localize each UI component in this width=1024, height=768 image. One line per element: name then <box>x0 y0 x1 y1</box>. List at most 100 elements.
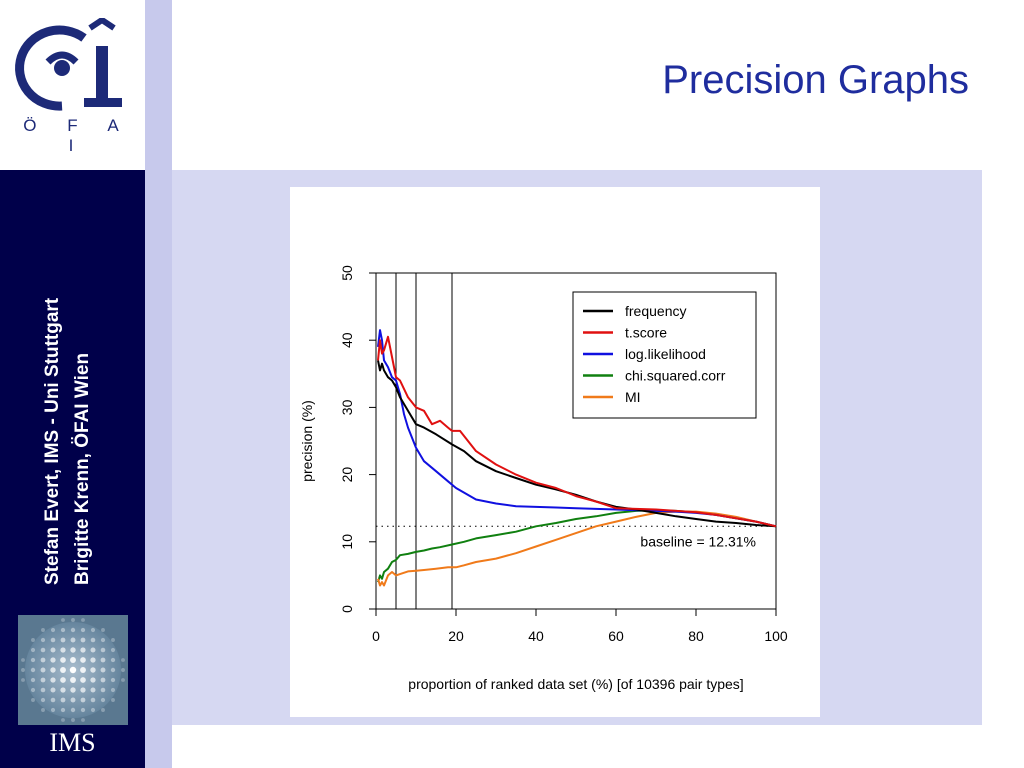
ims-photo-dot <box>40 687 46 693</box>
ims-photo-dot <box>70 687 76 693</box>
y-tick-label: 20 <box>339 467 355 483</box>
ims-photo-dot <box>21 668 25 672</box>
ims-photo-dot <box>90 707 96 713</box>
ims-photo-dot <box>50 697 56 703</box>
ims-photo-dot <box>70 647 76 653</box>
author-line-1: Stefan Evert, IMS - Uni Stuttgart <box>42 297 63 585</box>
ims-photo-dot <box>100 637 106 643</box>
x-tick-label: 60 <box>608 628 624 644</box>
ims-photo-dot <box>80 627 86 633</box>
ims-photo-dot <box>30 647 36 653</box>
ims-photo-dot <box>40 667 46 673</box>
legend-label: MI <box>625 389 641 405</box>
ims-photo-dot <box>70 657 76 663</box>
ims-photo-dot <box>70 627 76 633</box>
baseline-label: baseline = 12.31% <box>640 533 756 549</box>
ims-photo-dot <box>40 657 46 663</box>
series-line-t-score <box>377 335 777 528</box>
y-tick-label: 0 <box>339 605 355 613</box>
ims-photo-dot <box>60 687 66 693</box>
ims-photo-dot <box>80 637 86 643</box>
ims-photo-dot <box>40 647 46 653</box>
ims-photo-dot <box>30 667 36 673</box>
ims-photo-dot <box>80 677 86 683</box>
legend-label: log.likelihood <box>625 346 706 362</box>
x-tick-label: 80 <box>688 628 704 644</box>
x-tick-label: 0 <box>372 628 380 644</box>
chart-panel: baseline = 12.31% 0 20 40 60 80 100 0 10 20 30 40 50… <box>290 187 820 717</box>
ims-photo-dot <box>100 687 106 693</box>
y-tick-label: 50 <box>339 265 355 281</box>
ims-photo-dot <box>80 707 86 713</box>
sidebar: Ö F A I Stefan Evert, IMS - Uni Stuttgar… <box>0 0 145 768</box>
ims-photo-dot <box>80 657 86 663</box>
ims-photo-dot <box>70 637 76 643</box>
author-credits: Stefan Evert, IMS - Uni Stuttgart Brigit… <box>38 175 98 585</box>
ims-photo-dot <box>71 718 75 722</box>
author-line-2: Brigitte Krenn, ÖFAI Wien <box>72 352 93 585</box>
ims-photo-dot <box>50 667 56 673</box>
series-line-frequency <box>377 360 777 528</box>
ims-photo-dot <box>41 708 45 712</box>
ims-photo-dot <box>61 618 65 622</box>
ims-photo-dot <box>30 687 36 693</box>
ims-photo-dot <box>41 628 45 632</box>
ims-photo-dot <box>110 657 116 663</box>
ims-label: IMS <box>49 728 96 757</box>
ims-photo-dot <box>21 678 25 682</box>
ims-photo-dot <box>60 627 66 633</box>
ofai-logo-icon <box>15 18 122 111</box>
author-band <box>0 170 145 596</box>
ims-photo-dot <box>31 698 35 702</box>
ims-photo-dot <box>70 707 76 713</box>
ims-photo-dot <box>50 637 56 643</box>
y-axis-label: precision (%) <box>299 400 315 482</box>
ims-photo-dot <box>40 697 46 703</box>
ims-photo-dot <box>100 647 106 653</box>
ims-photo-dot <box>50 627 56 633</box>
ims-photo-dot <box>111 638 115 642</box>
x-tick-label: 20 <box>448 628 464 644</box>
ims-photo-dot <box>90 667 96 673</box>
ims-photo-dot <box>60 647 66 653</box>
ims-photo-dot <box>101 628 105 632</box>
ims-photo-dot <box>121 668 125 672</box>
ims-photo-dot <box>90 647 96 653</box>
ims-photo-dot <box>110 647 116 653</box>
ims-photo-dot <box>90 627 96 633</box>
y-tick-label: 40 <box>339 332 355 348</box>
ims-photo-dot <box>100 667 106 673</box>
x-tick-label: 100 <box>764 628 788 644</box>
ims-photo-dot <box>60 637 66 643</box>
ims-photo-dot <box>30 657 36 663</box>
ims-photo-dot <box>110 667 116 673</box>
y-tick-label: 10 <box>339 534 355 550</box>
legend-label: frequency <box>625 303 686 319</box>
ims-photo-dot <box>50 677 56 683</box>
ofai-logo: Ö F A I <box>0 0 145 170</box>
logo-letters: Ö F A I <box>23 116 132 155</box>
ims-photo-dot <box>61 718 65 722</box>
ims-photo-dot <box>60 697 66 703</box>
ims-photo-dot <box>31 638 35 642</box>
ims-photo-dot <box>60 667 66 673</box>
ims-photo-dot <box>70 677 76 683</box>
ims-photo-dot <box>50 647 56 653</box>
ims-photo-dot <box>90 637 96 643</box>
ims-photo-dot <box>69 666 77 674</box>
ims-photo-dot <box>121 678 125 682</box>
ims-photo-dot <box>40 637 46 643</box>
sidebar-stripe <box>145 0 172 768</box>
ims-photo-dot <box>100 697 106 703</box>
ims-photo-dot <box>50 657 56 663</box>
ims-photo-dot <box>90 687 96 693</box>
ims-photo-dot <box>21 658 25 662</box>
precision-chart: baseline = 12.31% 0 20 40 60 80 100 0 10 20 30 40 50… <box>299 265 788 692</box>
ims-photo-dot <box>60 657 66 663</box>
ims-photo-dot <box>81 718 85 722</box>
x-tick-label: 40 <box>528 628 544 644</box>
ims-photo-dot <box>60 677 66 683</box>
ims-photo-dot <box>50 707 56 713</box>
ims-photo-dot <box>40 677 46 683</box>
ims-photo-dot <box>81 618 85 622</box>
